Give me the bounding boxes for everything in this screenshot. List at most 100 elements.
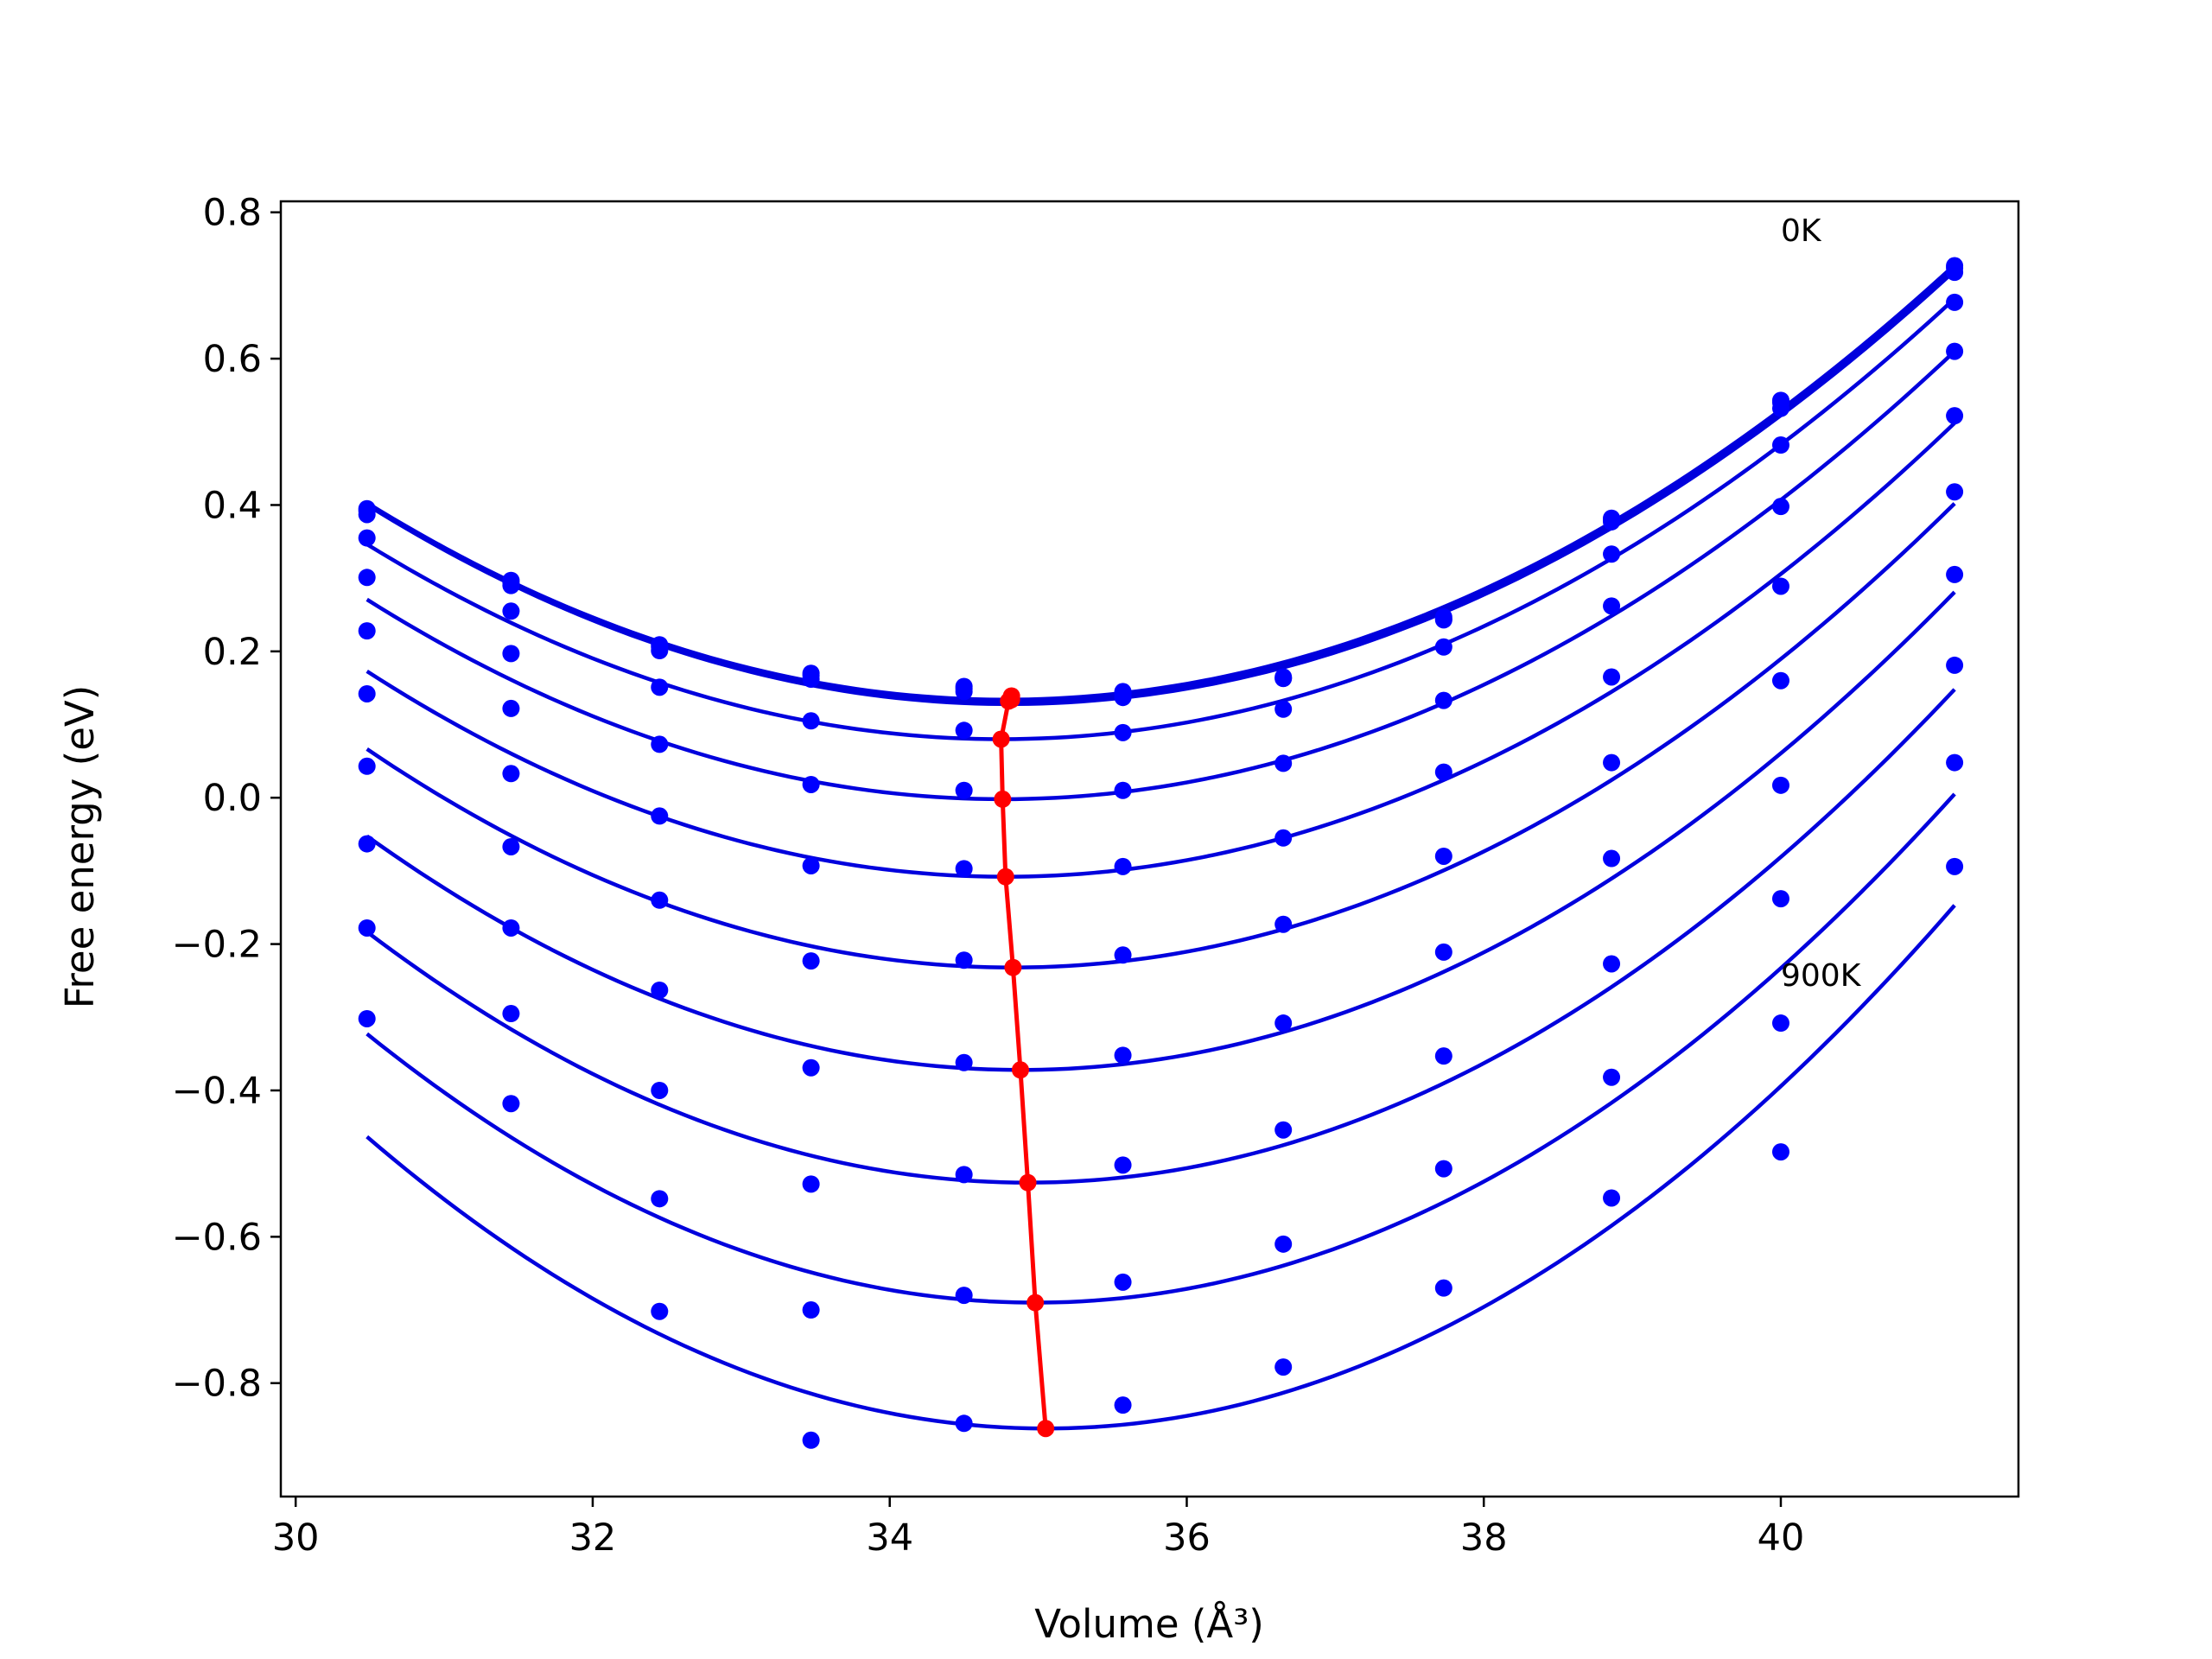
data-point-s9-7 (1274, 1121, 1293, 1139)
x-tick-label-38: 38 (1460, 1516, 1508, 1560)
data-point-s5-9 (1603, 597, 1621, 615)
data-point-s7-2 (502, 765, 520, 783)
data-point-s10-7 (1274, 1235, 1293, 1253)
data-point-s6-10 (1771, 577, 1789, 595)
data-point-s6-2 (502, 699, 520, 717)
data-point-s10-1 (358, 918, 376, 937)
y-tick-label-6: 0.4 (203, 484, 262, 527)
data-point-s5-2 (502, 645, 520, 663)
data-point-s4-7 (1274, 700, 1293, 718)
data-point-s7-1 (358, 684, 376, 702)
data-point-s8-1 (358, 757, 376, 775)
data-point-s9-11 (1946, 656, 1964, 674)
fit-curve-6 (365, 421, 1956, 879)
data-point-s8-5 (955, 1053, 973, 1071)
data-point-s11-9 (1603, 1189, 1621, 1207)
data-point-s8-7 (1274, 1014, 1293, 1033)
fit-curve-11 (365, 904, 1956, 1431)
data-point-s3-1 (358, 505, 376, 524)
data-point-s4-3 (651, 678, 669, 696)
data-point-s4-4 (802, 712, 820, 730)
data-point-s8-3 (651, 981, 669, 999)
data-point-s4-1 (358, 529, 376, 547)
data-point-s3-2 (502, 576, 520, 594)
fit-curve-9 (365, 688, 1956, 1185)
y-tick-label-5: 0.2 (203, 631, 262, 674)
minima-point-5 (994, 790, 1012, 808)
y-tick-label-2: −0.4 (172, 1070, 262, 1113)
data-point-s6-9 (1603, 668, 1621, 686)
data-point-s5-10 (1771, 498, 1789, 516)
data-point-s7-10 (1771, 671, 1789, 690)
minima-point-7 (1004, 958, 1022, 976)
data-point-s5-11 (1946, 342, 1964, 360)
data-point-s5-1 (358, 569, 376, 587)
data-point-s9-5 (955, 1166, 973, 1184)
data-point-s6-7 (1274, 829, 1293, 847)
data-point-s5-5 (955, 781, 973, 799)
data-point-s7-5 (955, 951, 973, 969)
data-point-s7-7 (1274, 915, 1293, 933)
data-point-s7-9 (1603, 753, 1621, 772)
data-point-s6-3 (651, 807, 669, 825)
data-point-s11-1 (358, 1009, 376, 1027)
data-point-s7-6 (1114, 946, 1132, 964)
data-point-s3-6 (1114, 689, 1132, 707)
annotations: 0K 900K (1781, 213, 1862, 994)
data-point-s11-4 (802, 1431, 820, 1449)
fit-curve-10 (365, 792, 1956, 1305)
x-axis-label: Volume (Å³) (1034, 1601, 1264, 1647)
data-point-s4-9 (1603, 545, 1621, 563)
data-point-s6-8 (1434, 763, 1452, 781)
annotation-1: 0K (1781, 213, 1822, 249)
data-point-s11-2 (502, 1095, 520, 1113)
data-point-s5-7 (1274, 754, 1293, 772)
y-axis-ticks: −0.8 −0.6 −0.4 −0.2 0.0 0.2 0.4 0.6 0.8 (172, 192, 281, 1406)
data-point-s7-3 (651, 891, 669, 909)
minima-point-4 (992, 730, 1010, 748)
fit-curve-3 (365, 269, 1956, 707)
data-point-s10-9 (1603, 1068, 1621, 1086)
minima-point-3 (1000, 692, 1018, 710)
data-point-s3-5 (955, 683, 973, 701)
data-point-s11-8 (1434, 1279, 1452, 1297)
data-point-s9-8 (1434, 1047, 1452, 1065)
y-tick-label-4: 0.0 (203, 777, 262, 820)
data-point-s4-5 (955, 721, 973, 740)
x-axis-ticks: 30 32 34 36 38 40 (272, 1497, 1805, 1560)
minima-point-11 (1037, 1420, 1055, 1438)
data-point-s3-4 (802, 671, 820, 689)
data-point-s11-7 (1274, 1358, 1293, 1376)
data-point-s4-8 (1434, 638, 1452, 656)
data-point-s10-2 (502, 1005, 520, 1023)
data-point-s11-5 (955, 1414, 973, 1433)
data-point-s5-4 (802, 775, 820, 793)
y-tick-label-1: −0.6 (172, 1216, 262, 1259)
y-tick-label-3: −0.2 (172, 924, 262, 967)
data-point-s11-3 (651, 1302, 669, 1320)
data-point-s3-8 (1434, 611, 1452, 629)
data-point-s5-6 (1114, 781, 1132, 799)
x-tick-label-34: 34 (866, 1516, 913, 1560)
data-point-s8-11 (1946, 565, 1964, 583)
data-point-s7-4 (802, 952, 820, 970)
data-point-s9-1 (358, 835, 376, 853)
data-point-s9-9 (1603, 955, 1621, 973)
x-tick-label-36: 36 (1163, 1516, 1211, 1560)
x-tick-label-40: 40 (1758, 1516, 1805, 1560)
data-point-s9-4 (802, 1175, 820, 1193)
data-point-s3-9 (1603, 512, 1621, 531)
data-point-s9-3 (651, 1081, 669, 1099)
data-point-s3-3 (651, 641, 669, 659)
minima-line-layer (992, 687, 1055, 1438)
data-point-s8-8 (1434, 943, 1452, 961)
data-point-s10-10 (1771, 1014, 1789, 1033)
data-point-s7-8 (1434, 847, 1452, 865)
fit-curve-8 (365, 590, 1956, 1072)
data-point-s6-5 (955, 860, 973, 878)
minima-point-8 (1011, 1061, 1029, 1079)
data-point-s8-4 (802, 1058, 820, 1077)
data-point-s9-6 (1114, 1156, 1132, 1174)
